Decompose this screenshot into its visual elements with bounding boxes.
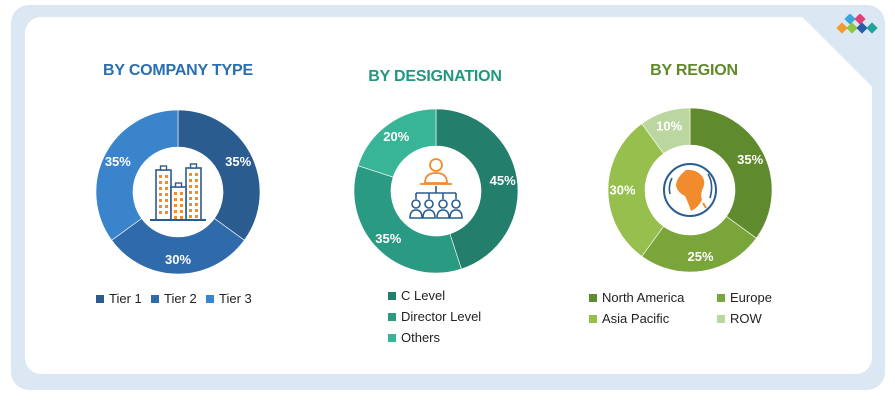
legend-label: ROW — [730, 311, 762, 326]
legend-designation: C Level Director Level Others — [388, 288, 538, 352]
legend-region: North America Europe Asia Pacific ROW — [589, 290, 789, 332]
legend-label: Asia Pacific — [602, 311, 670, 326]
slice-label-tier-1: 35% — [225, 154, 251, 169]
donut-chart-region: 35% 25% 30% 10% — [607, 107, 773, 273]
chart-title-designation: BY DESIGNATION — [368, 68, 502, 85]
legend-item-others: Others — [388, 330, 440, 345]
legend-item-tier-1: Tier 1 — [96, 291, 142, 306]
legend-label: Tier 1 — [109, 291, 142, 306]
slice-label-director-level: 35% — [375, 231, 401, 246]
legend-item-north-america: North America — [589, 290, 684, 305]
legend-label: Tier 3 — [219, 291, 252, 306]
donut-chart-designation: 45% 35% 20% — [353, 108, 519, 274]
legend-item-director-level: Director Level — [388, 309, 481, 324]
legend-swatch — [589, 314, 597, 323]
slice-label-tier-3: 35% — [105, 154, 131, 169]
slice-label-c-level: 45% — [490, 173, 516, 188]
chart-title-region: BY REGION — [650, 62, 738, 79]
legend-swatch — [96, 294, 104, 303]
legend-item-c-level: C Level — [388, 288, 445, 303]
legend-item-tier-2: Tier 2 — [151, 291, 197, 306]
legend-item-asia-pacific: Asia Pacific — [589, 311, 669, 326]
brand-logo-icon — [836, 14, 878, 34]
legend-swatch — [589, 293, 597, 302]
legend-swatch — [388, 291, 396, 300]
buildings-icon — [150, 163, 206, 221]
legend-label: Others — [401, 330, 441, 345]
legend-item-row: ROW — [717, 311, 762, 326]
slice-label-europe: 25% — [688, 249, 714, 264]
legend-company-type: Tier 1 Tier 2 Tier 3 — [96, 291, 296, 311]
legend-label: Tier 2 — [164, 291, 197, 306]
globe-icon — [663, 163, 717, 217]
slice-director-level — [353, 165, 462, 274]
slice-c-level — [435, 108, 519, 270]
slice-label-north-america: 35% — [737, 152, 763, 167]
legend-swatch — [388, 312, 396, 321]
legend-label: C Level — [401, 288, 446, 303]
chart-title-company-type: BY COMPANY TYPE — [103, 62, 253, 79]
slice-label-row: 10% — [656, 118, 682, 133]
slice-label-others: 20% — [383, 129, 409, 144]
legend-label: North America — [602, 290, 685, 305]
legend-swatch — [388, 333, 396, 342]
donut-chart-company-type: 35% 30% 35% — [95, 109, 261, 275]
legend-swatch — [206, 294, 214, 303]
legend-swatch — [717, 293, 725, 302]
slice-label-asia-pacific: 30% — [609, 183, 635, 198]
legend-label: Europe — [730, 290, 772, 305]
legend-swatch — [151, 294, 159, 303]
legend-label: Director Level — [401, 309, 482, 324]
slice-label-tier-2: 30% — [165, 252, 191, 267]
hierarchy-people-icon — [409, 158, 463, 219]
legend-item-europe: Europe — [717, 290, 772, 305]
legend-item-tier-3: Tier 3 — [206, 291, 252, 306]
legend-swatch — [717, 314, 725, 323]
